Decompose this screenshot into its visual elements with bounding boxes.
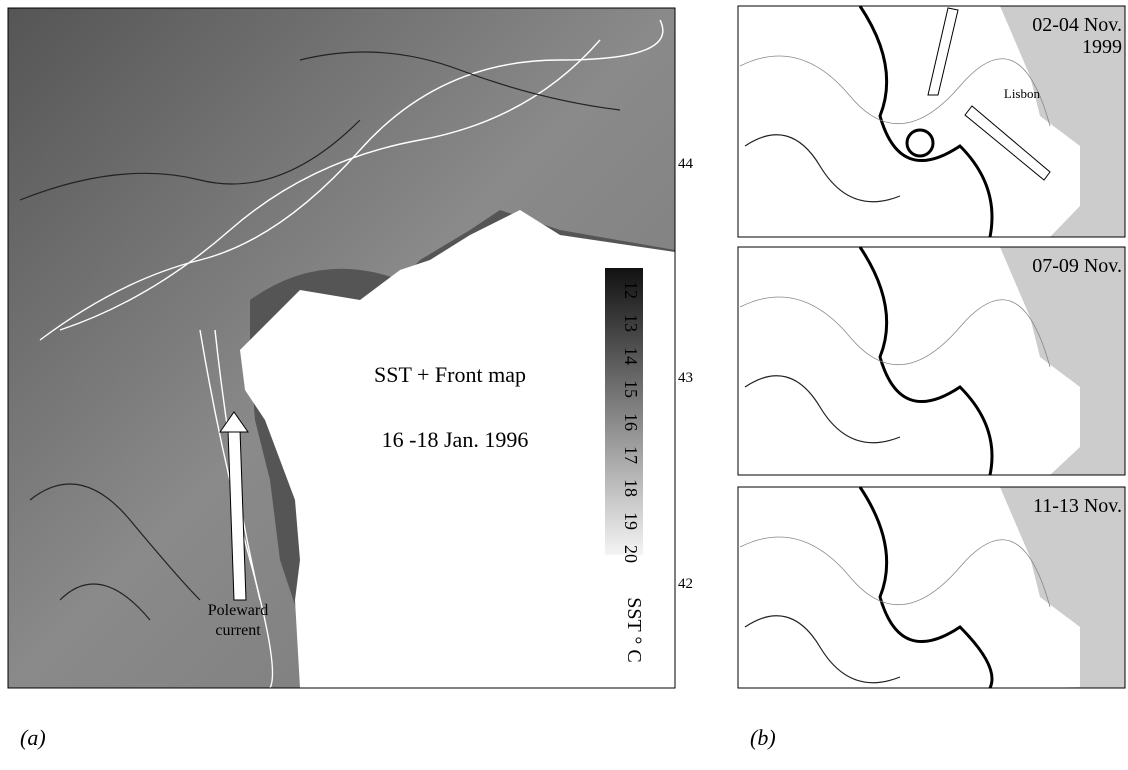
map-outline [737,5,1126,238]
caption: (a) [20,725,46,750]
place-label: Lisbon [1004,86,1041,101]
colorbar-tick-label: 17 [621,446,641,464]
latitude-labels: 44 43 42 [678,156,694,592]
eddy [905,128,935,158]
latitude-label: 44 [678,156,694,172]
land [1000,247,1125,475]
colorbar-labels: 12 13 14 15 16 17 18 19 20 SST ° C [621,281,645,663]
latitude-label: 42 [678,576,693,592]
arrow-label: current [215,622,261,639]
small-map: 02-04 Nov.1999 Lisbon [737,5,1126,238]
map-date: 02-04 Nov. [1032,14,1122,36]
caption: (b) [750,725,776,750]
front [744,615,901,684]
land [240,210,675,688]
colorbar-title: SST ° C [623,597,645,662]
small-map: 11-13 Nov. [737,486,1126,689]
arrow-label: Poleward [208,602,268,619]
colorbar-tick-label: 13 [621,314,641,332]
colorbar-tick-label: 18 [621,479,641,497]
colorbar-tick-label: 12 [621,281,641,299]
colorbar-tick-label: 16 [621,413,641,431]
arrow [964,105,1051,181]
front [739,55,1051,127]
map-outline [737,486,1126,689]
colorbar-tick-label: 19 [621,512,641,530]
map-date: 16 -18 Jan. 1996 [382,427,529,452]
colorbar-tick-label: 20 [621,545,641,563]
map-title: SST + Front map [374,362,526,387]
latitude-label: 43 [678,370,693,386]
front [744,375,901,444]
colorbar-tick-label: 14 [621,347,641,365]
colorbar [605,268,643,555]
land [1000,6,1125,237]
map-outline [737,246,1126,476]
map-date: 1999 [1082,36,1122,58]
small-map: 07-09 Nov. [737,246,1126,476]
front [858,486,994,689]
map-date: 07-09 Nov. [1032,255,1122,277]
land [1000,487,1125,688]
front [739,296,1051,368]
front [744,134,901,203]
map-date: 11-13 Nov. [1033,495,1122,517]
front [858,5,994,238]
front [739,536,1051,608]
front [858,246,994,476]
arrow [927,7,959,96]
colorbar-tick-label: 15 [621,380,641,398]
panel-a-frame [7,7,676,689]
sst-map [8,8,675,688]
panel-b: 02-04 Nov.1999 Lisbon 07-09 Nov. 11-13 Nov. [737,5,1126,689]
